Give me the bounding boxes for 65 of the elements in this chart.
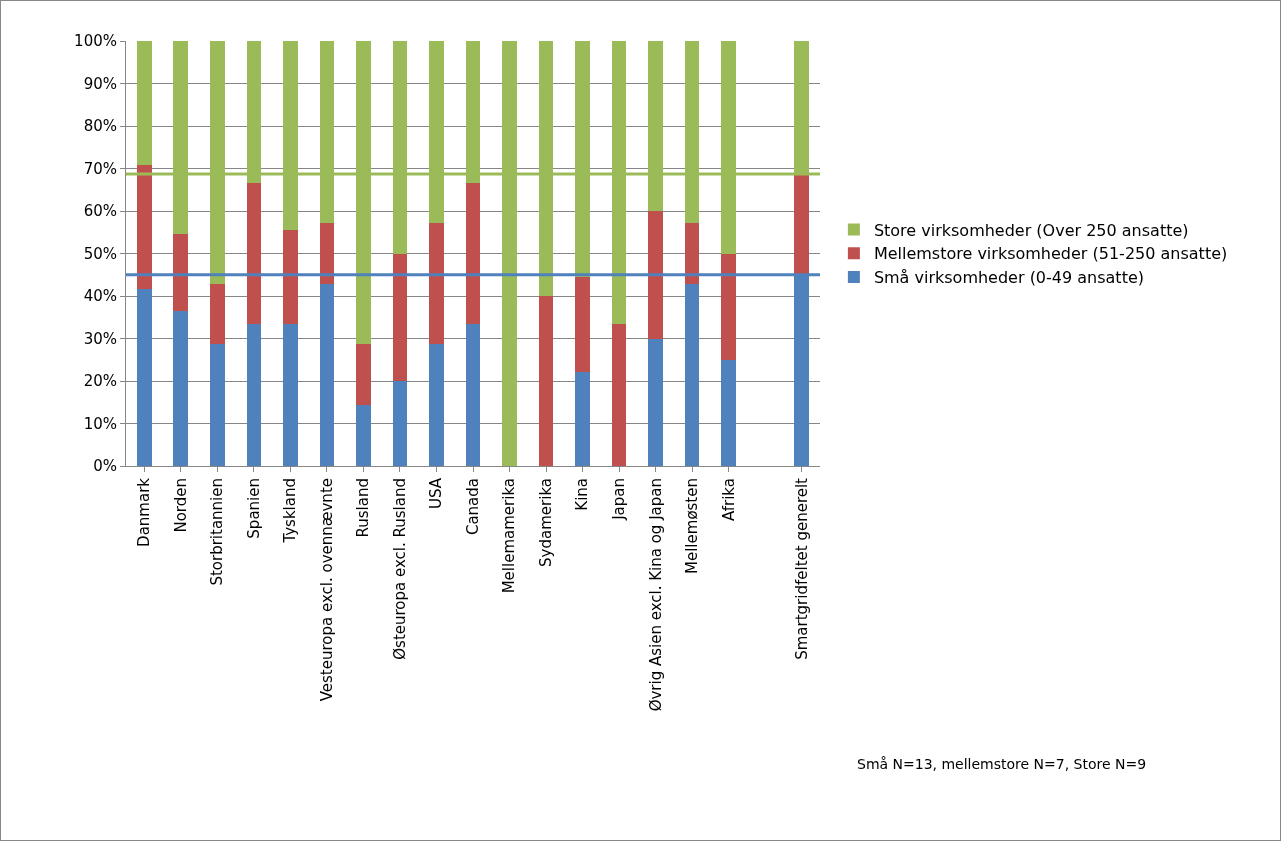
bar <box>538 296 554 466</box>
text: Små N=13, mellemstore N=7, Store N=9 <box>857 756 1147 772</box>
bar <box>575 371 590 466</box>
x-tick-label: Afrika <box>719 478 738 521</box>
x-tick-label: Norden <box>171 478 190 533</box>
x-tick-label: Øvrig Asien excl. Kina og Japan <box>646 478 665 712</box>
bar <box>611 324 627 466</box>
bar <box>136 41 152 165</box>
x-tick-label: Sydamerika <box>536 478 555 567</box>
bar <box>173 311 189 466</box>
y-tick-label: 80% <box>83 117 117 136</box>
bar <box>684 283 700 466</box>
bar <box>684 222 700 284</box>
bar <box>721 253 736 360</box>
legend-label: Små virksomheder (0-49 ansatte) <box>873 268 1144 288</box>
x-tick-label: Mellemøsten <box>683 478 702 574</box>
y-tick-label: 70% <box>83 159 117 178</box>
bar <box>246 182 262 325</box>
y-tick-label: 0% <box>93 457 117 476</box>
x-tick-label: Smartgridfeltet generelt <box>792 477 811 660</box>
x-tick-label: Kina <box>573 478 592 511</box>
bar <box>392 381 408 466</box>
bar <box>429 344 444 466</box>
bar <box>319 283 335 466</box>
x-tick-label: Østeuropa excl. Rusland <box>390 478 409 660</box>
bar <box>429 222 444 345</box>
y-tick-label: 10% <box>83 414 117 433</box>
bar <box>136 288 152 466</box>
x-tick-label: Japan <box>609 478 628 521</box>
bar <box>283 230 298 325</box>
bar <box>356 344 371 406</box>
bar <box>392 253 408 381</box>
y-tick-label: 30% <box>83 329 117 348</box>
bar <box>283 324 298 466</box>
bar <box>356 405 371 466</box>
y-tick-label: 60% <box>83 202 117 221</box>
y-tick-label: 50% <box>83 244 117 263</box>
bar <box>648 338 663 466</box>
bar <box>721 359 736 466</box>
bar <box>246 324 262 466</box>
bar <box>210 283 225 345</box>
bar <box>575 277 590 372</box>
bar <box>648 211 663 339</box>
y-tick-label: 20% <box>83 372 117 391</box>
legend-label: Store virksomheder (Over 250 ansatte) <box>873 220 1189 240</box>
bar <box>465 324 481 466</box>
legend-label: Mellemstore virksomheder (51-250 ansatte) <box>873 244 1228 264</box>
bar <box>794 175 810 276</box>
bar <box>173 233 189 312</box>
y-tick-label: 40% <box>83 287 117 306</box>
bar <box>210 344 225 466</box>
bar <box>319 222 335 284</box>
y-tick-label: 90% <box>83 74 117 93</box>
x-tick-label: Spanien <box>244 478 263 539</box>
bar <box>465 182 481 325</box>
x-tick-label: Mellemamerika <box>500 478 519 594</box>
bar <box>136 164 152 289</box>
x-tick-label: Canada <box>463 478 482 536</box>
x-tick-label: USA <box>427 477 446 510</box>
x-tick-label: Rusland <box>354 478 373 538</box>
x-tick-label: Storbritannien <box>208 478 227 586</box>
y-tick-label: 100% <box>74 32 117 51</box>
x-tick-label: Tyskland <box>281 478 300 544</box>
x-tick-label: Vesteuropa excl. ovennævnte <box>317 478 336 702</box>
x-tick-label: Danmark <box>135 477 154 547</box>
